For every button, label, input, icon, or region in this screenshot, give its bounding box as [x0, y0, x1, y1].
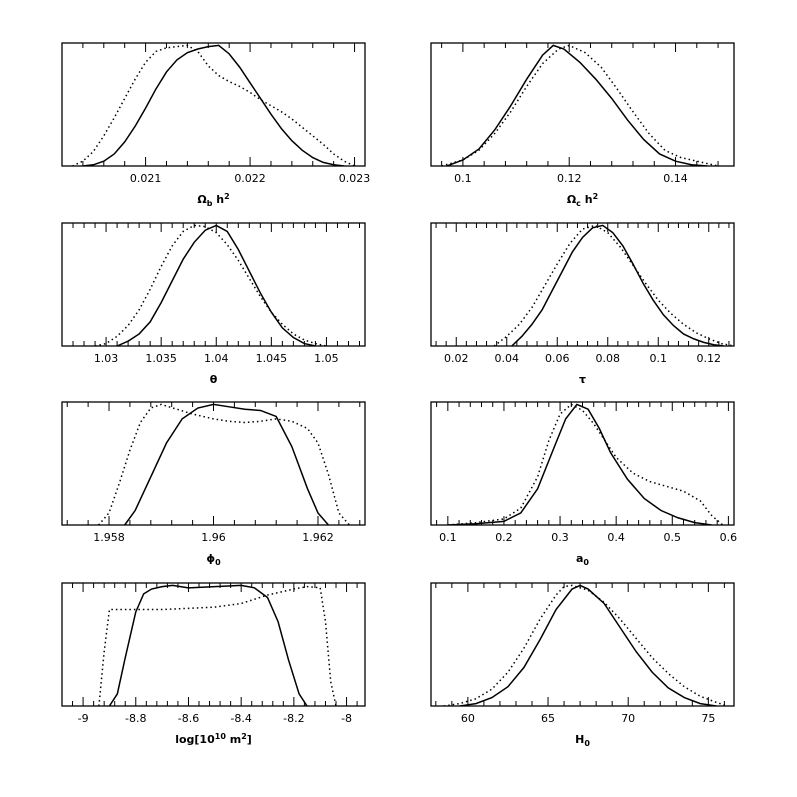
x-tick-label: 0.6 — [720, 531, 738, 544]
x-tick-label: 0.14 — [663, 172, 688, 185]
x-tick-label: 0.04 — [495, 352, 520, 365]
x-tick-label: 1.96 — [201, 531, 226, 544]
panel-3: 1.03 1.035 1.04 1.045 1.05 θ — [61, 222, 366, 386]
series-line-solid — [82, 44, 345, 166]
x-tick-label: 0.2 — [495, 531, 513, 544]
x-axis-label: Ωb h2 — [197, 192, 229, 208]
x-axis-label-part: 0 — [584, 739, 590, 748]
x-tick-label: 0.022 — [234, 172, 266, 185]
x-axis-label-part: b — [207, 199, 213, 208]
x-tick-label: 0.08 — [596, 352, 621, 365]
panel-frame — [61, 401, 366, 526]
panel-2: 0.1 0.12 0.14 Ωc h2 — [430, 42, 735, 208]
x-tick-label: 0.5 — [664, 531, 682, 544]
x-tick-label: 1.958 — [93, 531, 125, 544]
x-axis-label: log[1010 m2] — [175, 732, 252, 746]
panel-8: 60 65 70 75 H0 — [430, 582, 735, 748]
panel-6: 0.1 0.2 0.3 0.4 0.5 0.6 a0 — [430, 401, 738, 567]
x-axis-label: τ — [579, 373, 586, 386]
x-tick-label: 60 — [461, 712, 475, 725]
panel-5: 1.958 1.96 1.962 ϕ0 — [61, 401, 366, 567]
series-line-solid — [108, 584, 308, 706]
x-axis-label-part: 0 — [583, 558, 589, 567]
x-tick-label: 1.962 — [302, 531, 334, 544]
x-axis-label: a0 — [576, 552, 589, 567]
series-line-dotted — [493, 224, 734, 346]
panel-frame — [61, 222, 366, 347]
x-axis-label-part: H — [575, 733, 584, 746]
x-tick-label: 0.06 — [545, 352, 570, 365]
x-tick-label: 0.12 — [697, 352, 722, 365]
x-tick-label: 0.12 — [557, 172, 582, 185]
x-axis-label-part: 10 — [215, 732, 227, 741]
x-tick-label: 0.021 — [130, 172, 162, 185]
x-tick-label: -9 — [78, 712, 89, 725]
series-line-dotted — [98, 585, 337, 706]
series-line-dotted — [443, 584, 728, 706]
x-tick-label: 0.02 — [444, 352, 469, 365]
panel-frame — [430, 42, 735, 167]
x-tick-label: 0.023 — [339, 172, 371, 185]
panel-4: 0.02 0.04 0.06 0.08 0.1 0.12 τ — [430, 222, 735, 386]
x-axis-label-part: θ — [210, 373, 218, 386]
x-tick-label: -8 — [341, 712, 352, 725]
x-tick-label: -8.2 — [283, 712, 304, 725]
x-tick-label: 1.04 — [204, 352, 229, 365]
x-tick-label: 1.035 — [145, 352, 177, 365]
x-tick-label: 0.1 — [439, 531, 457, 544]
x-tick-label: 0.4 — [607, 531, 625, 544]
x-axis-label-part: Ω — [567, 193, 577, 206]
x-axis-label-part: 2 — [593, 192, 599, 201]
x-axis-label: H0 — [575, 733, 590, 748]
series-line-dotted — [441, 44, 719, 166]
panel-1: 0.021 0.022 0.023 Ωb h2 — [61, 42, 371, 208]
series-line-dotted — [98, 403, 350, 525]
series-line-dotted — [72, 44, 355, 166]
panel-frame — [430, 222, 735, 347]
x-tick-label: -8.8 — [125, 712, 146, 725]
x-tick-label: 65 — [541, 712, 555, 725]
panel-7: -9 -8.8 -8.6 -8.4 -8.2 -8 log[1010 m2] — [61, 582, 366, 746]
x-tick-label: -8.4 — [230, 712, 251, 725]
x-axis-label-part: τ — [579, 373, 586, 386]
x-axis-label-part: log[10 — [175, 733, 215, 746]
panel-frame — [430, 401, 735, 526]
series-line-solid — [124, 403, 329, 525]
x-axis-label-part: h — [581, 193, 593, 206]
x-axis-label: θ — [210, 373, 218, 386]
panel-frame — [430, 582, 735, 707]
x-axis-label-part: Ω — [197, 193, 207, 206]
panel-frame — [61, 582, 366, 707]
series-line-solid — [447, 403, 712, 525]
panel-frame — [61, 42, 366, 167]
x-axis-label-part: h — [212, 193, 224, 206]
x-tick-label: 0.3 — [551, 531, 569, 544]
series-line-dotted — [94, 224, 327, 346]
x-axis-label-part: ] — [247, 733, 252, 746]
x-axis-label: Ωc h2 — [567, 192, 598, 208]
x-axis-label-part: ϕ — [206, 552, 215, 565]
x-tick-label: 0.1 — [650, 352, 668, 365]
series-line-solid — [511, 224, 724, 346]
series-line-solid — [446, 44, 708, 166]
x-axis-label-part: 2 — [224, 192, 230, 201]
series-line-solid — [459, 584, 717, 706]
x-tick-label: 70 — [621, 712, 635, 725]
x-axis-label-part: 0 — [215, 558, 221, 567]
x-axis-label-part: a — [576, 552, 583, 565]
x-tick-label: 75 — [701, 712, 715, 725]
x-axis-label-part: c — [576, 199, 581, 208]
x-axis-label-part: 2 — [241, 732, 247, 741]
x-axis-label-part: m — [226, 733, 241, 746]
x-tick-label: 1.03 — [94, 352, 119, 365]
x-tick-label: 0.1 — [454, 172, 472, 185]
x-tick-label: -8.6 — [178, 712, 199, 725]
series-line-solid — [116, 224, 316, 346]
x-tick-label: 1.05 — [314, 352, 339, 365]
series-line-dotted — [447, 403, 724, 525]
x-tick-label: 1.045 — [256, 352, 288, 365]
x-axis-label: ϕ0 — [206, 552, 221, 567]
